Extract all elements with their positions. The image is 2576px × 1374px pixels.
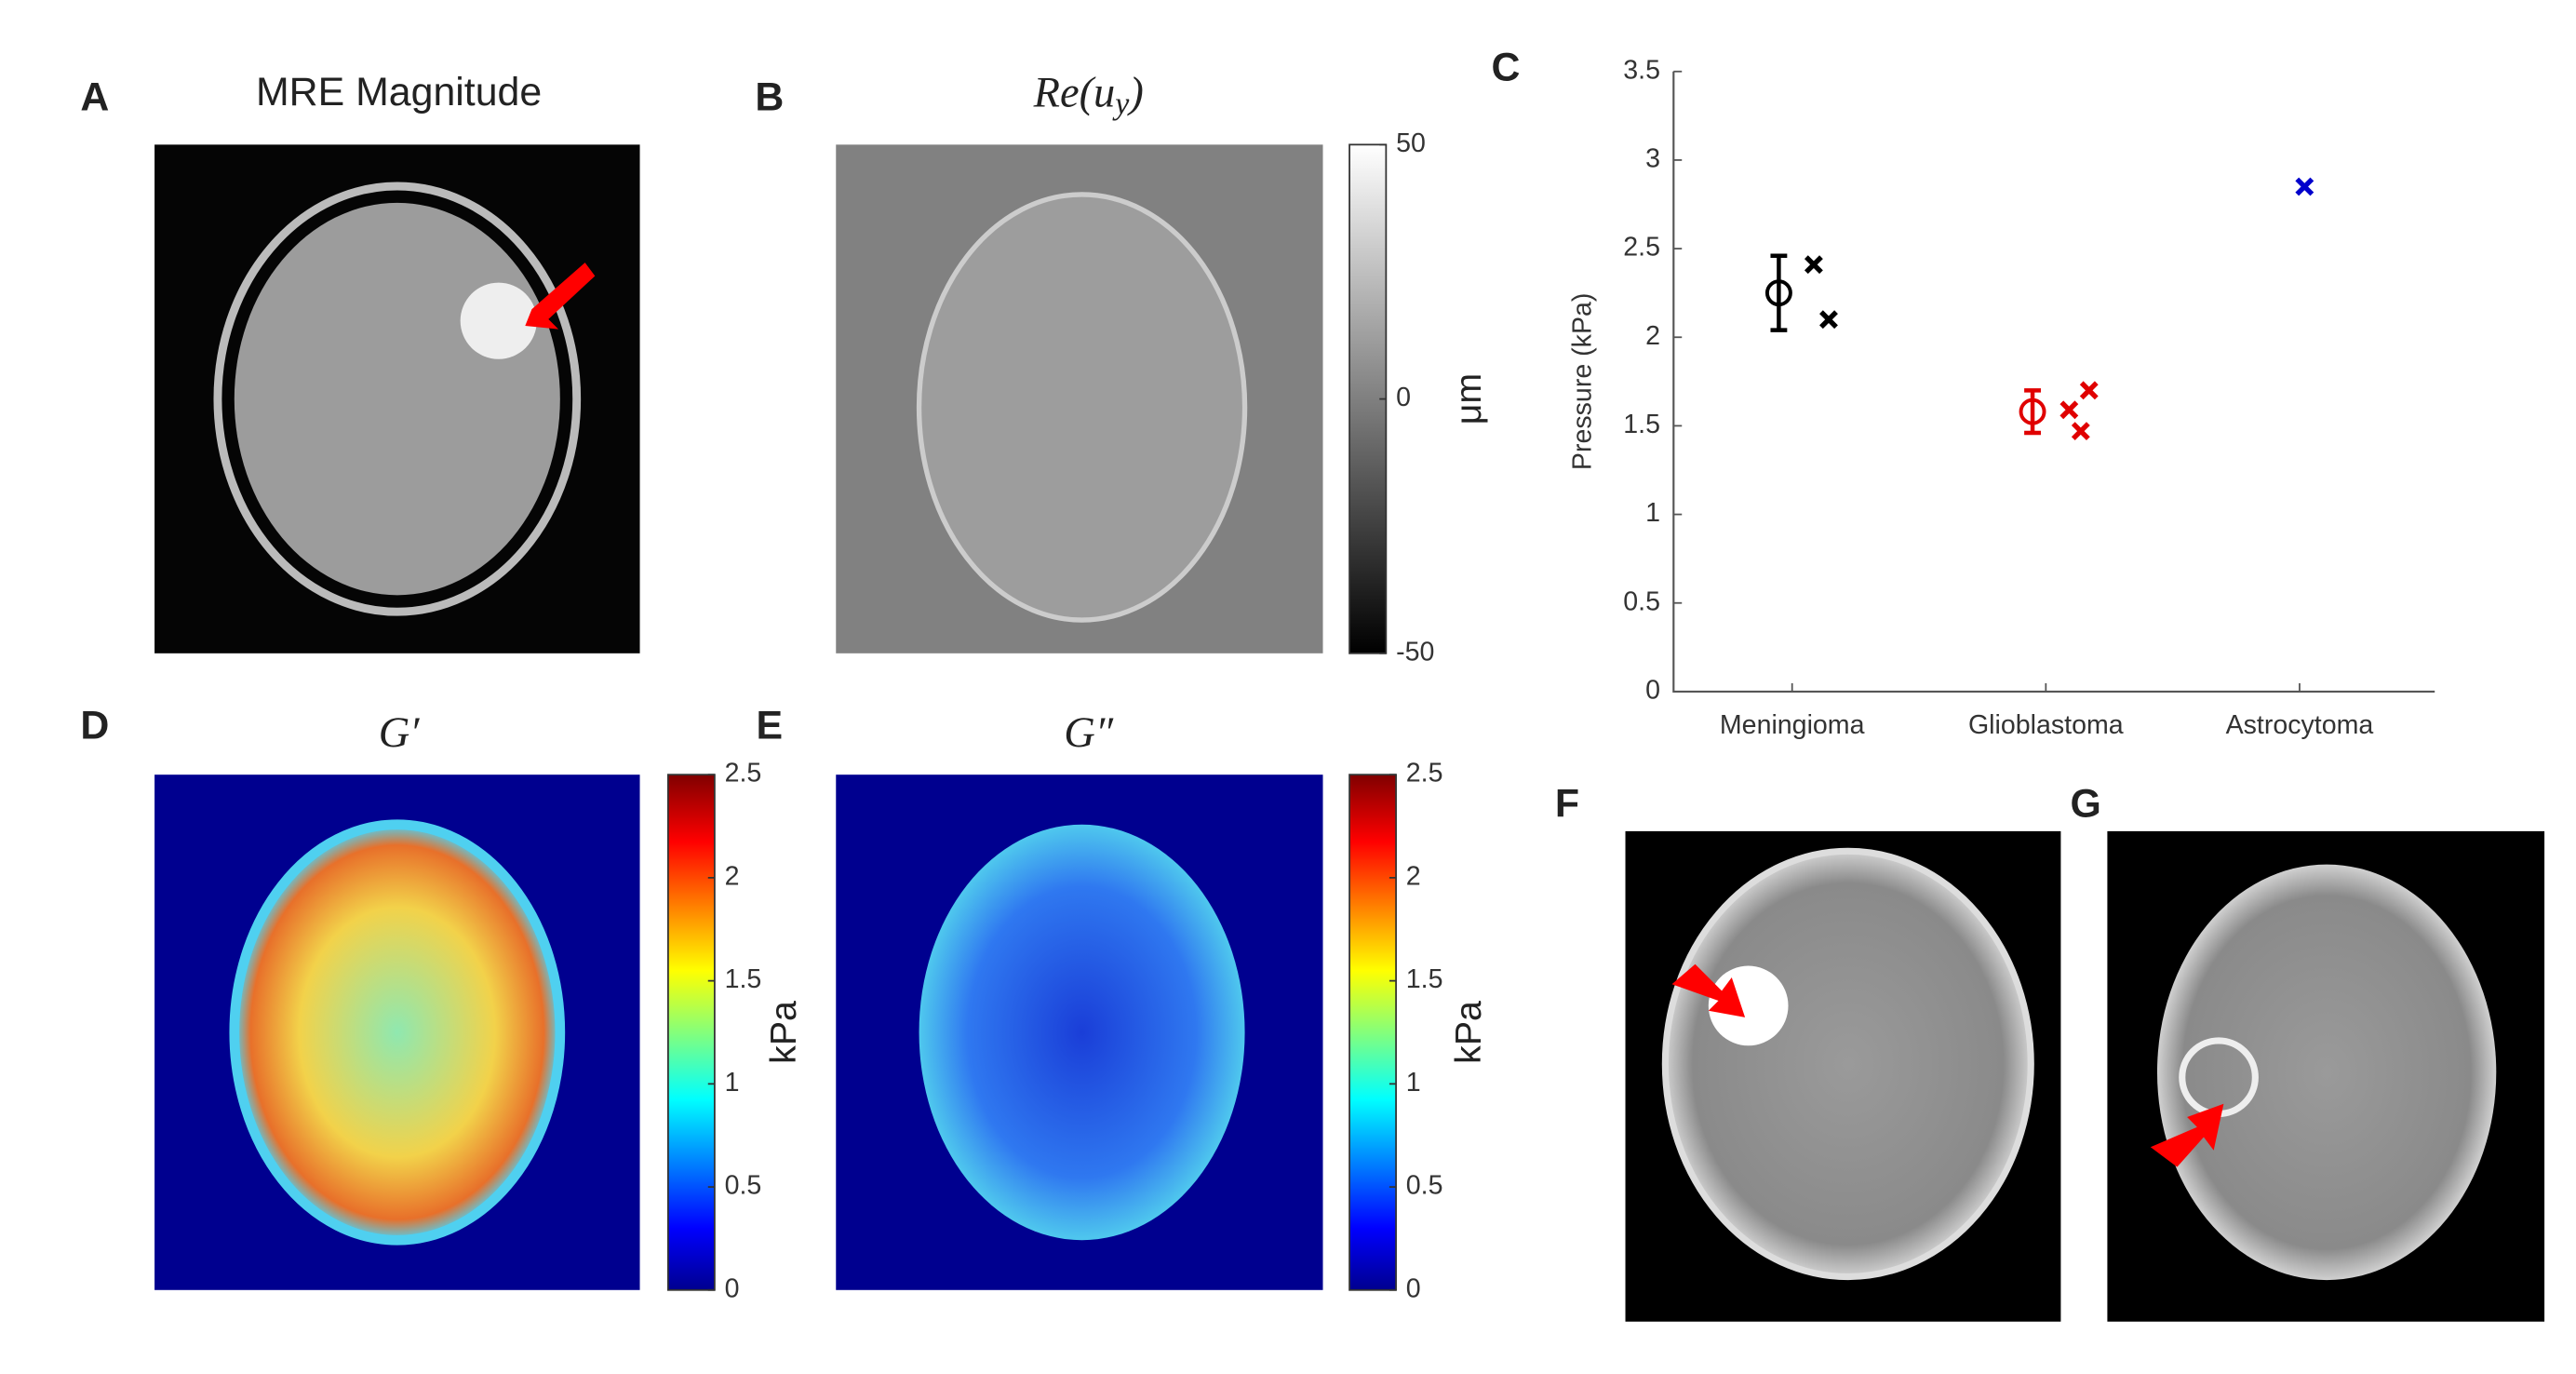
point xyxy=(2071,422,2090,441)
y-tick-label: 1 xyxy=(1645,498,1660,528)
panel-title: Re(uy) xyxy=(1033,69,1144,121)
panel-letter: D xyxy=(80,703,109,748)
colorbar-tick-label: 1 xyxy=(725,1068,740,1098)
colorbar xyxy=(667,774,716,1291)
colorbar-tick-label: 1.5 xyxy=(725,964,762,994)
colorbar xyxy=(1348,774,1397,1291)
mean-marker xyxy=(1764,279,1792,307)
y-tick-label: 1.5 xyxy=(1623,410,1660,439)
colorbar-label: kPa xyxy=(763,1001,804,1064)
image-f xyxy=(1625,830,2061,1322)
colorbar-tick-label: 0.5 xyxy=(1406,1171,1443,1201)
colorbar-label: μm xyxy=(1448,373,1489,424)
image-b xyxy=(836,144,1323,653)
error-bar xyxy=(1770,253,1788,332)
image-g xyxy=(2107,830,2545,1322)
title-subscript: y xyxy=(1112,87,1130,121)
point xyxy=(1819,310,1838,330)
colorbar-tick-label: 0 xyxy=(1396,383,1411,412)
y-axis-label: Pressure (kPa) xyxy=(1567,293,1597,470)
image-a xyxy=(154,144,640,653)
colorbar-tick-label: 2 xyxy=(725,861,740,891)
colorbar-tick-label: 0 xyxy=(1406,1273,1421,1303)
title-text: ) xyxy=(1126,69,1143,116)
y-tick-label: 0.5 xyxy=(1623,586,1660,616)
colorbar-tick-label: 0 xyxy=(725,1273,740,1303)
point xyxy=(2059,400,2079,420)
point xyxy=(2295,177,2314,196)
colorbar-tick-label: 1.5 xyxy=(1406,964,1443,994)
colorbar-tick-label: 2.5 xyxy=(725,759,762,788)
colorbar-tick-label: 1 xyxy=(1406,1068,1421,1098)
panel-letter: E xyxy=(757,703,784,748)
panel-title: G′ xyxy=(379,709,421,757)
colorbar-tick-label: 2 xyxy=(1406,861,1421,891)
panel-letter: G xyxy=(2071,781,2101,826)
image-d xyxy=(154,775,640,1290)
point xyxy=(1804,255,1823,275)
point xyxy=(2079,381,2099,400)
panel-letter: F xyxy=(1555,781,1579,826)
y-tick-label: 2.5 xyxy=(1623,233,1660,263)
image-e xyxy=(836,775,1323,1290)
panel-title: MRE Magnitude xyxy=(256,70,542,114)
title-text: G″ xyxy=(1064,709,1114,757)
y-tick-label: 3.5 xyxy=(1623,55,1660,85)
x-tick-label: Meningioma xyxy=(1720,710,1865,740)
title-text: MRE Magnitude xyxy=(256,70,542,114)
error-bar xyxy=(2024,388,2041,436)
title-text: G′ xyxy=(379,709,421,757)
title-text: Re(u xyxy=(1033,69,1116,116)
x-tick-label: Glioblastoma xyxy=(1968,710,2124,740)
panel-letter: A xyxy=(80,74,109,119)
y-tick-label: 2 xyxy=(1645,321,1660,351)
mean-marker xyxy=(2019,397,2046,425)
colorbar-tick-label: 0.5 xyxy=(725,1171,762,1201)
panel-letter: B xyxy=(755,74,784,119)
y-tick-label: 0 xyxy=(1645,675,1660,705)
x-tick-label: Astrocytoma xyxy=(2226,710,2374,740)
axis-line xyxy=(1672,71,2435,693)
colorbar-label: kPa xyxy=(1448,1001,1489,1064)
colorbar-tick-label: 2.5 xyxy=(1406,759,1443,788)
colorbar-tick-label: -50 xyxy=(1396,637,1434,667)
panel-title: G″ xyxy=(1064,709,1114,757)
colorbar-tick-label: 50 xyxy=(1396,128,1426,158)
panel-letter: C xyxy=(1491,45,1520,89)
y-tick-label: 3 xyxy=(1645,143,1660,173)
